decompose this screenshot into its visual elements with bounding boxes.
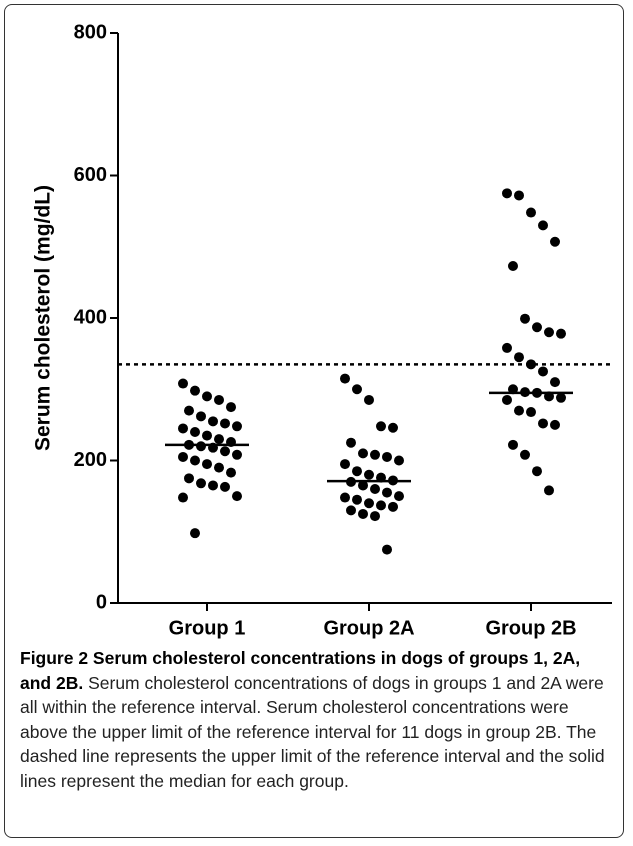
data-point xyxy=(202,459,212,470)
x-tick-label: Group 2B xyxy=(485,617,576,639)
caption-title: Figure 2 Serum cholesterol concentration… xyxy=(20,648,581,693)
data-point xyxy=(190,427,200,437)
data-point xyxy=(382,487,392,498)
data-point xyxy=(508,439,518,450)
data-point xyxy=(514,405,524,416)
data-point xyxy=(232,491,242,502)
data-point xyxy=(340,373,350,384)
data-point xyxy=(550,377,560,388)
data-point xyxy=(556,328,566,339)
caption-text: Serum cholesterol concentrations of dogs… xyxy=(20,672,605,791)
y-axis-label: Serum cholesterol (mg/dL) xyxy=(32,185,55,451)
data-point xyxy=(370,449,380,460)
data-point xyxy=(358,480,368,491)
data-point xyxy=(232,421,242,432)
data-point xyxy=(538,220,548,231)
data-point xyxy=(544,327,554,338)
y-tick-label: 600 xyxy=(74,164,107,186)
data-point xyxy=(346,437,356,448)
data-point xyxy=(184,473,194,484)
data-point xyxy=(190,385,200,396)
data-point xyxy=(358,508,368,519)
data-point xyxy=(202,391,212,402)
data-point xyxy=(214,434,224,445)
data-point xyxy=(376,421,386,432)
data-point xyxy=(382,451,392,462)
data-point xyxy=(514,352,524,363)
data-point xyxy=(556,392,566,403)
data-point xyxy=(220,446,230,457)
data-point xyxy=(346,505,356,516)
data-point xyxy=(394,491,404,502)
data-point xyxy=(364,394,374,405)
data-point xyxy=(532,322,542,333)
data-point xyxy=(358,448,368,459)
data-point xyxy=(352,494,362,505)
data-point xyxy=(364,469,374,480)
data-point xyxy=(388,501,398,512)
figure-frame xyxy=(4,4,624,838)
data-point xyxy=(340,459,350,470)
data-point xyxy=(220,481,230,492)
data-point xyxy=(370,484,380,494)
data-point xyxy=(208,416,218,427)
data-point xyxy=(502,394,512,405)
data-point xyxy=(382,544,392,555)
x-tick-label: Group 2A xyxy=(323,617,414,639)
data-point xyxy=(544,485,554,496)
data-point xyxy=(376,500,386,511)
data-point xyxy=(550,236,560,247)
x-tick-label: Group 1 xyxy=(169,617,246,639)
data-point xyxy=(196,441,206,452)
data-point xyxy=(526,207,536,218)
data-point xyxy=(538,418,548,429)
chart: Serum cholesterol (mg/dL) 0 200 400 600 800 G… xyxy=(32,21,612,639)
data-point xyxy=(526,359,536,370)
data-point xyxy=(178,451,188,462)
data-point xyxy=(532,466,542,477)
caption: Figure 2 Serum cholesterol concentration… xyxy=(20,646,616,793)
data-point xyxy=(526,407,536,418)
y-tick-label: 0 xyxy=(96,591,107,613)
data-point xyxy=(214,394,224,405)
data-point xyxy=(196,411,206,422)
data-point xyxy=(190,528,200,539)
data-point xyxy=(190,455,200,466)
data-point xyxy=(388,422,398,433)
data-point xyxy=(184,405,194,416)
data-point xyxy=(232,449,242,460)
data-point xyxy=(178,492,188,503)
data-point xyxy=(520,449,530,460)
data-point xyxy=(220,418,230,429)
data-point xyxy=(550,419,560,430)
data-point xyxy=(520,313,530,324)
data-point xyxy=(364,498,374,509)
y-tick-label: 800 xyxy=(74,21,107,43)
data-point xyxy=(202,430,212,441)
data-point xyxy=(226,467,236,478)
data-point xyxy=(196,478,206,489)
data-point xyxy=(214,462,224,473)
data-point xyxy=(226,402,236,413)
data-point xyxy=(508,260,518,271)
data-point xyxy=(538,366,548,377)
data-point xyxy=(514,190,524,201)
data-point xyxy=(502,342,512,353)
data-point xyxy=(178,378,188,389)
y-tick-label: 200 xyxy=(74,449,107,471)
data-point xyxy=(502,188,512,199)
data-point xyxy=(178,423,188,434)
y-tick-label: 400 xyxy=(74,306,107,328)
data-point xyxy=(394,455,404,466)
data-point xyxy=(352,384,362,395)
data-point xyxy=(352,466,362,477)
data-point xyxy=(370,511,380,522)
data-point xyxy=(208,480,218,491)
data-point xyxy=(340,492,350,503)
